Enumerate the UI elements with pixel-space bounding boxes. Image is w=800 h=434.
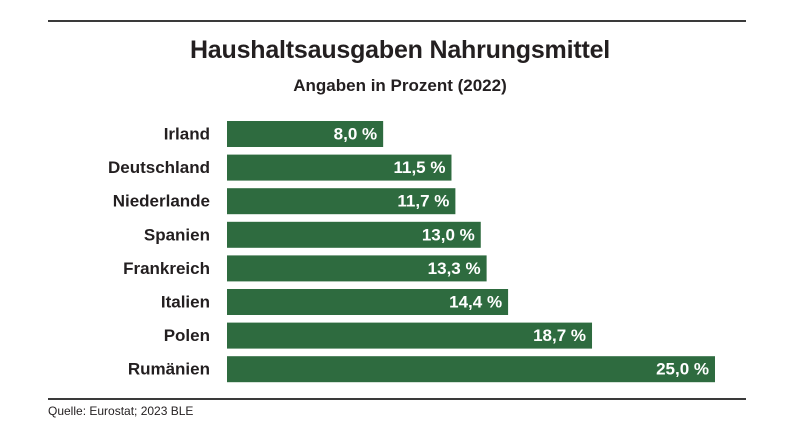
top-rule [48,20,746,22]
chart-subtitle: Angaben in Prozent (2022) [293,76,507,95]
value-label: 25,0 % [656,360,709,379]
bar [227,121,384,147]
bar [227,322,593,349]
source-note: Quelle: Eurostat; 2023 BLE [48,404,194,418]
bar [227,221,481,248]
bar [227,154,452,181]
chart-title: Haushaltsausgaben Nahrungsmittel [189,36,611,64]
value-label: 11,7 % [397,192,449,211]
bar [227,255,487,282]
value-label: 8,0 % [334,125,377,144]
value-label: 13,0 % [422,225,475,244]
value-label: 18,7 % [533,326,586,345]
bottom-rule [48,398,746,400]
value-label: 11,5 % [393,158,445,177]
bar [227,188,456,215]
category-label: Frankreich [123,259,210,278]
bar [227,356,715,383]
value-label: 13,3 % [428,259,481,278]
category-label: Rumänien [128,360,210,379]
category-label: Deutschland [108,158,210,177]
bar [227,289,509,315]
category-label: Niederlande [113,192,210,211]
category-label: Irland [164,125,210,144]
category-label: Italien [161,293,210,312]
category-label: Spanien [144,225,210,244]
value-label: 14,4 % [449,293,502,312]
category-label: Polen [164,326,210,345]
